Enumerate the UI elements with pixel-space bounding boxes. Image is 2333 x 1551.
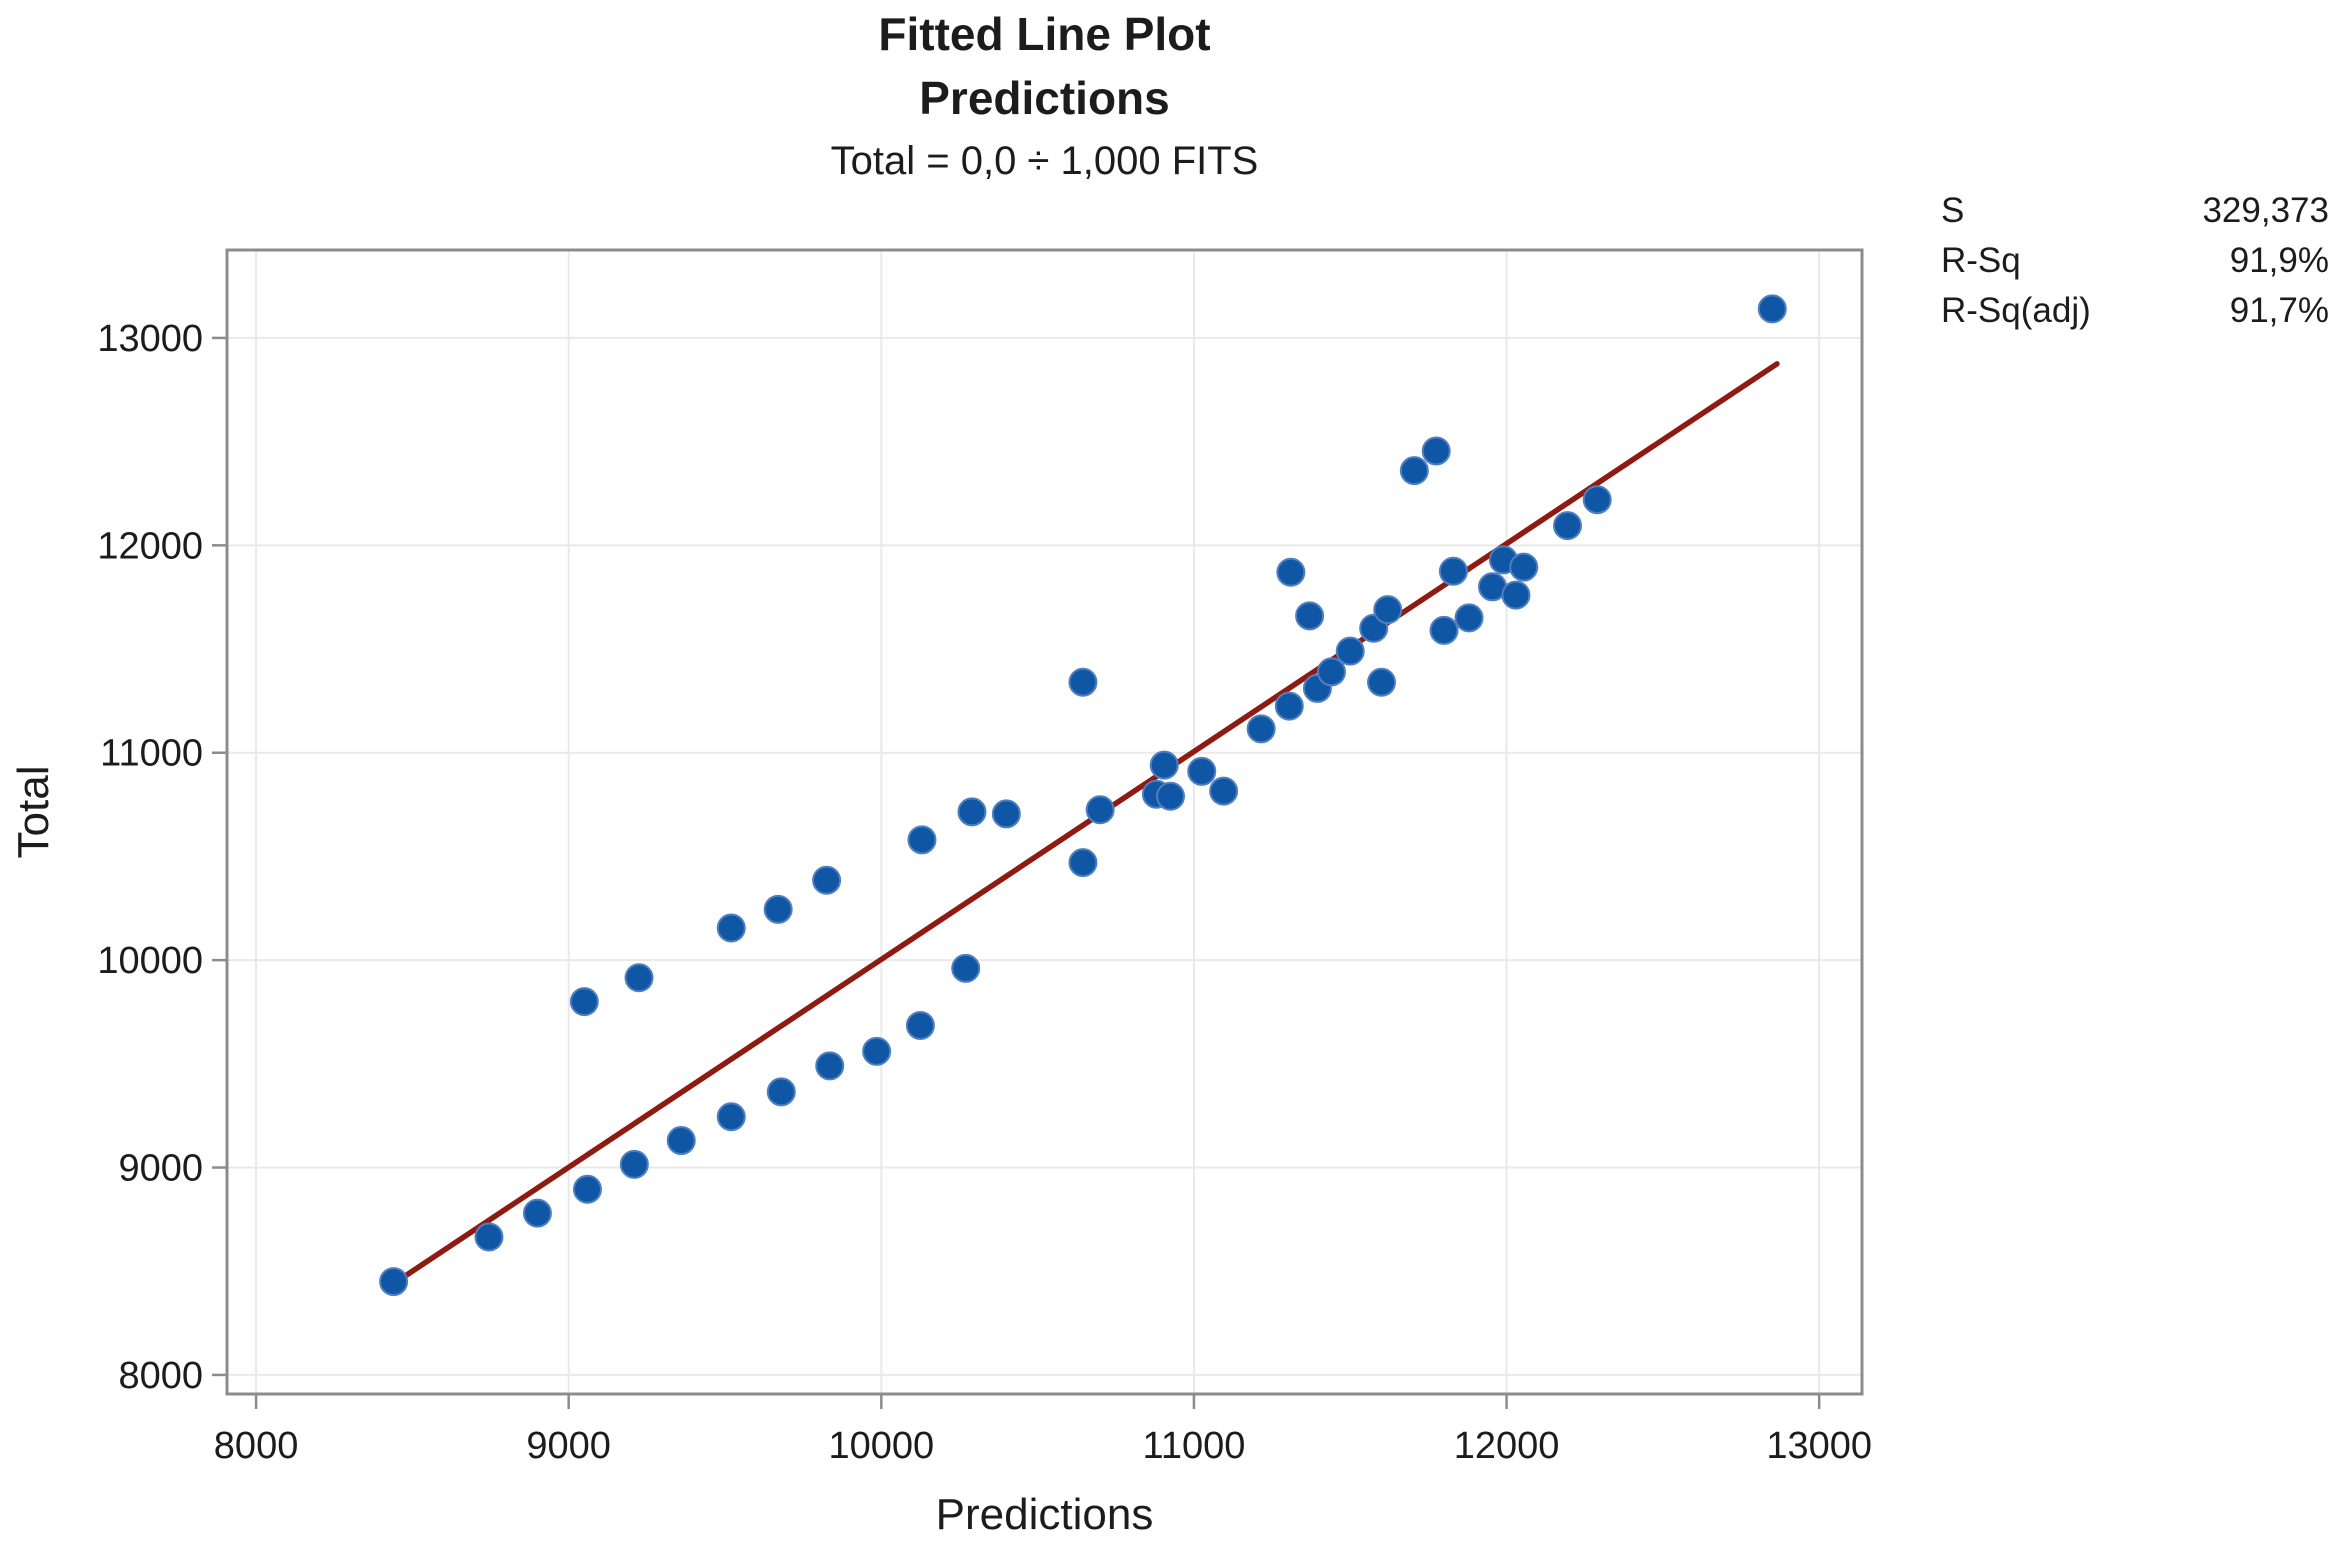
y-tick-label: 12000 [97, 525, 203, 567]
scatter-point [1757, 294, 1787, 324]
scatter-point [1399, 456, 1429, 486]
scatter-point [379, 1267, 409, 1297]
y-tick-label: 11000 [100, 733, 203, 775]
scatter-point [474, 1222, 504, 1252]
stat-rsqadj-label: R-Sq(adj) [1941, 291, 2091, 330]
scatter-point [907, 825, 937, 855]
scatter-point [905, 1010, 935, 1040]
scatter-point [666, 1126, 696, 1156]
scatter-point [1429, 615, 1459, 645]
scatter-point [522, 1198, 552, 1228]
scatter-point [1373, 595, 1403, 625]
scatter-point [1295, 601, 1325, 631]
scatter-point [716, 1102, 746, 1132]
scatter-point [766, 1077, 796, 1107]
title-block: Fitted Line Plot Predictions Total = 0,0… [227, 0, 1862, 184]
scatter-point [1068, 667, 1098, 697]
y-tick-label: 9000 [118, 1148, 203, 1190]
scatter-point [1582, 485, 1612, 515]
scatter-point [1274, 691, 1304, 721]
y-tick-label: 10000 [97, 940, 203, 982]
scatter-point [815, 1051, 845, 1081]
scatter-point [1085, 795, 1115, 825]
scatter-point [1187, 756, 1217, 786]
scatter-point [812, 865, 842, 895]
scatter-point [1454, 603, 1484, 633]
scatter-point [1421, 436, 1451, 466]
stats-row-rsq: R-Sq 91,9% [1941, 236, 2329, 286]
x-tick-label: 10000 [828, 1425, 934, 1467]
scatter-point [951, 953, 981, 983]
fitted-line [395, 361, 1780, 1284]
scatter-point [1276, 557, 1306, 587]
scatter-point [763, 894, 793, 924]
scatter-point [1438, 556, 1468, 586]
stats-row-rsqadj: R-Sq(adj) 91,7% [1941, 286, 2329, 336]
scatter-point [1155, 781, 1185, 811]
scatter-point [1316, 657, 1346, 687]
scatter-point [1149, 750, 1179, 780]
x-tick-label: 12000 [1454, 1425, 1560, 1467]
x-tick-label: 9000 [526, 1425, 611, 1467]
chart-equation: Total = 0,0 ÷ 1,000 FITS [830, 139, 1259, 183]
y-tick-label: 8000 [118, 1355, 203, 1397]
scatter-point [957, 797, 987, 827]
stat-s-label: S [1941, 191, 1965, 230]
plot-frame [225, 248, 1864, 1396]
chart-title: Fitted Line Plot [878, 8, 1211, 60]
stats-panel: S 329,373 R-Sq 91,9% R-Sq(adj) 91,7% [1941, 186, 2329, 336]
scatter-point [569, 987, 599, 1017]
stat-rsq-label: R-Sq [1941, 241, 2021, 280]
scatter-point [624, 963, 654, 993]
scatter-point [1209, 776, 1239, 806]
x-tick-label: 11000 [1143, 1425, 1246, 1467]
scatter-point [1246, 714, 1276, 744]
y-axis-title: Total [9, 765, 58, 859]
scatter-point [862, 1036, 892, 1066]
scatter-point [991, 799, 1021, 829]
stat-s-value: 329,373 [2202, 191, 2329, 230]
scatter-point [1335, 636, 1365, 666]
x-tick-label: 8000 [214, 1425, 299, 1467]
x-tick-label: 13000 [1766, 1425, 1872, 1467]
chart-subtitle: Predictions [919, 72, 1170, 124]
scatter-point [619, 1149, 649, 1179]
stat-rsqadj-value: 91,7% [2229, 291, 2329, 330]
stat-rsq-value: 91,9% [2229, 241, 2329, 280]
scatter-point [1501, 580, 1531, 610]
scatter-point [716, 913, 746, 943]
stats-row-s: S 329,373 [1941, 186, 2329, 236]
scatter-point [1509, 552, 1539, 582]
scatter-point [1553, 511, 1583, 541]
scatter-point [1367, 667, 1397, 697]
scatter-point [572, 1174, 602, 1204]
scatter-point [1068, 848, 1098, 878]
x-axis-title: Predictions [935, 1490, 1154, 1539]
y-tick-label: 13000 [97, 318, 203, 360]
